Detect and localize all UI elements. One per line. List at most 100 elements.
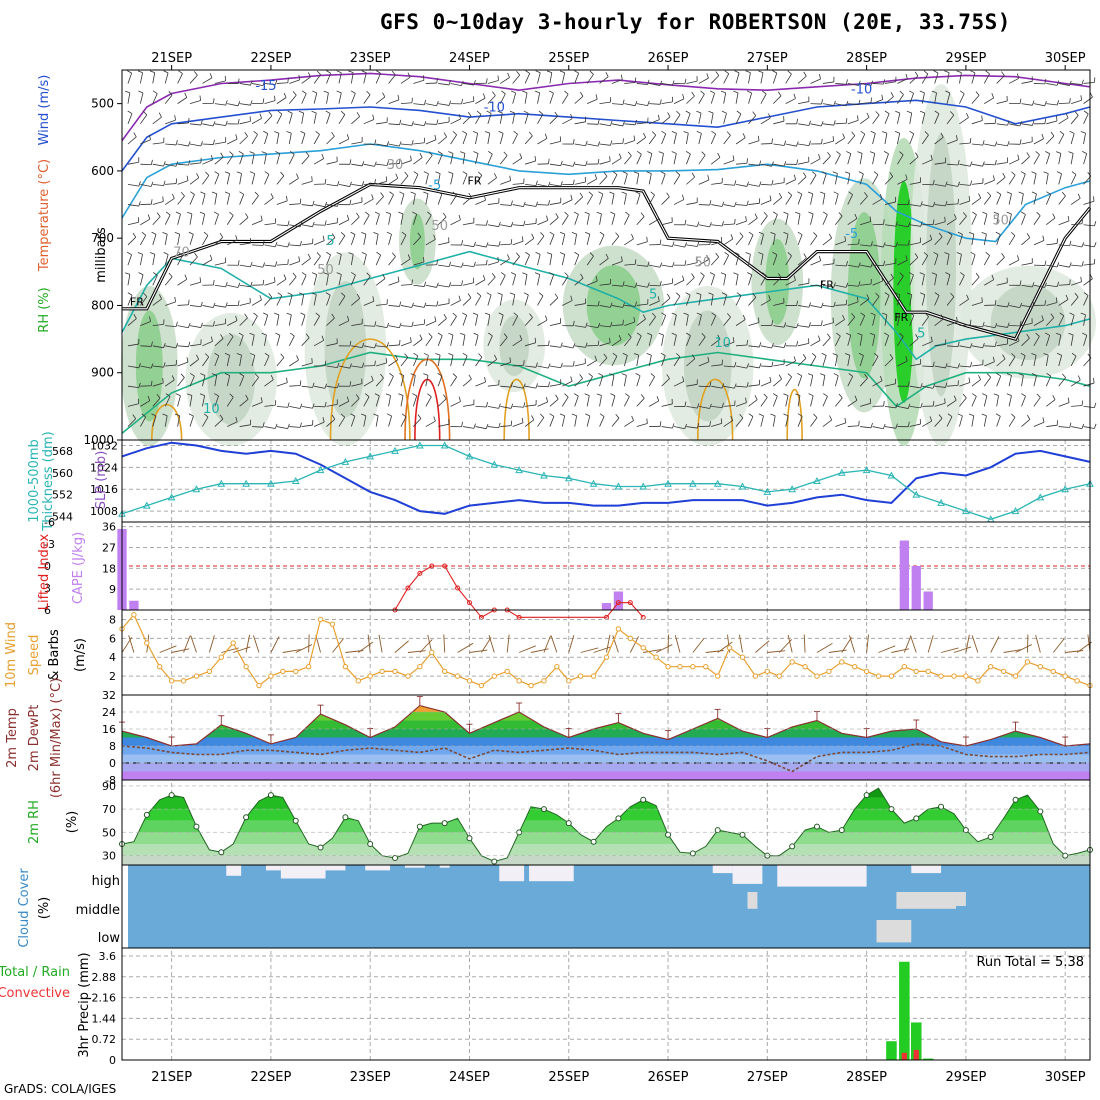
- thickness-marker: [192, 485, 201, 493]
- wind-barb-flag: [525, 251, 530, 256]
- wind-barb: [785, 415, 789, 427]
- wind-barb-flag: [736, 110, 742, 115]
- wind-barb-flag: [434, 134, 437, 140]
- wind-barb: [450, 264, 462, 268]
- surface-wind-barb: [580, 647, 599, 653]
- wind-barb: [648, 376, 656, 387]
- wind-barb: [1021, 156, 1030, 165]
- wind-barb-flag: [1081, 242, 1085, 248]
- wind-barb-flag: [771, 161, 774, 167]
- wind-barb-flag: [873, 171, 879, 176]
- wind-barb-flag: [510, 403, 514, 409]
- wind-barb-flag: [1094, 402, 1097, 408]
- wind-barb: [177, 214, 181, 225]
- wind-barb: [313, 340, 324, 347]
- wind-barb-flag: [337, 362, 340, 368]
- wind-speed-marker: [852, 663, 858, 670]
- wind-barb: [686, 176, 695, 185]
- wind-barb: [773, 163, 785, 167]
- wind-barb: [921, 113, 926, 124]
- wind-barb: [748, 254, 751, 266]
- wind-barb-flag: [386, 160, 389, 166]
- wind-barb: [1021, 305, 1033, 308]
- wind-barb: [140, 296, 148, 306]
- wind-barb: [561, 415, 566, 427]
- wind-barb-flag: [1050, 131, 1055, 137]
- wind-barb: [326, 136, 335, 145]
- wind-barb-flag: [126, 251, 132, 256]
- wind-barb-flag: [881, 94, 884, 100]
- wind-barb: [909, 75, 919, 84]
- wind-barb-flag: [200, 120, 203, 126]
- wind-barb: [326, 385, 338, 389]
- wind-barb: [425, 305, 437, 307]
- wind-barb-flag: [448, 332, 454, 336]
- wind-barb-flag: [940, 314, 944, 320]
- wind-barb: [1045, 335, 1051, 346]
- surface-wind-barb: [787, 634, 793, 653]
- temp-tick-label: 16: [102, 723, 116, 736]
- thickness-marker: [614, 482, 623, 490]
- wind-barb-flag: [522, 90, 528, 94]
- thickness-marker: [391, 446, 399, 454]
- wind-barb-flag: [461, 98, 463, 104]
- wind-barb: [574, 345, 586, 348]
- wind-barb-flag: [554, 111, 559, 117]
- wind-barb-flag: [225, 120, 228, 126]
- precip-tick-label: 1.44: [92, 1012, 117, 1025]
- wind-barb-flag: [709, 239, 711, 245]
- wind-barb-flag: [1011, 171, 1016, 176]
- wind-barb: [239, 399, 249, 407]
- wind-barb-flag: [395, 173, 399, 179]
- wind-barb-flag: [549, 413, 555, 417]
- wind-barb: [649, 284, 661, 287]
- wind-barb-flag: [287, 402, 290, 408]
- wind-barb-flag: [691, 354, 696, 360]
- wind-barb-flag: [752, 293, 757, 298]
- wind-barb: [1021, 337, 1030, 347]
- bottom-date-label: 27SEP: [747, 1070, 788, 1085]
- wind-barb-flag: [982, 211, 988, 215]
- wind-barb-flag: [423, 99, 427, 105]
- wind-barb: [859, 355, 864, 367]
- cloud-gap: [955, 892, 966, 906]
- wind-barb-flag: [915, 334, 919, 339]
- wind-barb: [636, 216, 645, 225]
- wind-barb: [301, 294, 305, 306]
- wind-barb: [214, 284, 226, 288]
- wind-barb-flag: [410, 191, 416, 195]
- wind-barb-flag: [598, 373, 603, 377]
- surface-wind-barb: [183, 635, 191, 653]
- wind-barb: [723, 420, 734, 427]
- wind-speed-marker: [466, 678, 473, 684]
- wind-barb-flag: [484, 312, 490, 316]
- wind-speed-marker: [218, 654, 224, 660]
- wind-barb-flag: [905, 255, 908, 261]
- wind-barb: [983, 73, 990, 84]
- wind-barb-flag: [1080, 312, 1086, 316]
- wind-barb-flag: [1007, 120, 1010, 126]
- wind-barb: [649, 300, 660, 306]
- wind-barb-flag: [419, 334, 423, 340]
- wind-barb-flag: [448, 100, 452, 106]
- wind-barb: [996, 305, 1008, 308]
- wind-barb: [202, 375, 206, 387]
- wind-barb-flag: [510, 221, 514, 227]
- wind-barb-flag: [498, 241, 501, 247]
- wind-barb-flag: [350, 231, 356, 235]
- wind-barb: [177, 345, 189, 348]
- wind-barb-flag: [350, 90, 356, 94]
- wind-barb-flag: [1019, 121, 1023, 127]
- wind-barb-flag: [1041, 133, 1044, 139]
- rh-marker: [789, 843, 796, 850]
- wind-speed-marker: [317, 616, 324, 623]
- wind-barb: [984, 361, 995, 367]
- wind-barb-flag: [660, 352, 666, 356]
- wind-speed-marker: [690, 663, 696, 670]
- cloud-gap: [499, 865, 525, 882]
- wind-barb-flag: [945, 382, 948, 388]
- wind-barb-flag: [783, 342, 787, 348]
- wind-barb-flag: [1026, 233, 1031, 238]
- wind-barb-flag: [708, 292, 714, 296]
- wind-barb-flag: [340, 110, 346, 115]
